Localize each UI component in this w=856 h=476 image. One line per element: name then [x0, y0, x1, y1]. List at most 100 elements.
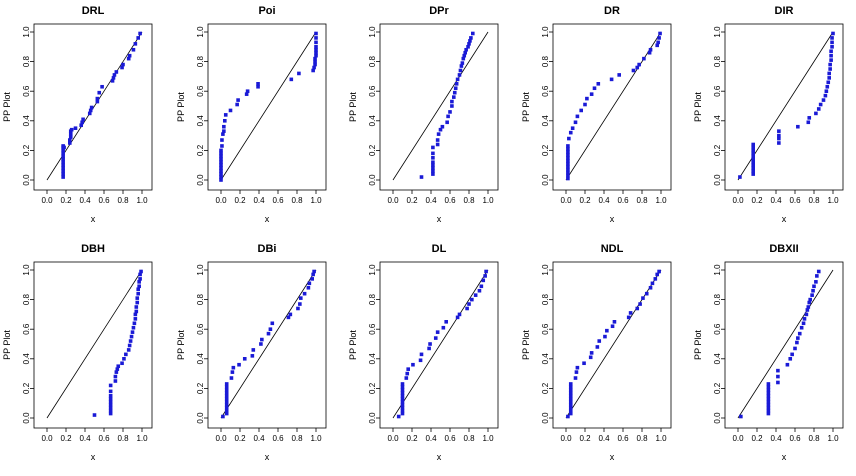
data-point — [473, 293, 478, 297]
data-point — [751, 163, 755, 167]
y-tick-label: 0.2 — [713, 144, 722, 156]
x-tick-label: 0.4 — [598, 196, 610, 205]
data-point — [766, 391, 771, 395]
data-point — [751, 157, 755, 162]
data-point — [400, 382, 405, 386]
x-axis-label: x — [265, 214, 270, 224]
y-tick-label: 0.4 — [713, 353, 722, 365]
data-point — [61, 166, 65, 170]
data-point — [224, 396, 229, 401]
data-point — [766, 405, 771, 410]
data-point — [566, 176, 570, 181]
data-point — [435, 138, 440, 142]
data-point — [427, 346, 431, 351]
data-point — [483, 274, 487, 278]
data-point — [751, 145, 755, 150]
data-point — [259, 342, 263, 346]
x-tick-label: 0.0 — [215, 434, 227, 443]
x-tick-label: 0.4 — [79, 434, 91, 443]
data-point — [597, 339, 602, 343]
data-point — [751, 160, 755, 165]
y-axis-label: PP Plot — [693, 330, 703, 360]
data-point — [479, 284, 484, 289]
data-point — [806, 120, 811, 125]
y-axis-label: PP Plot — [348, 92, 358, 122]
x-tick-label: 0.6 — [98, 434, 110, 443]
data-point — [312, 269, 316, 274]
y-tick-label: 0.6 — [196, 323, 205, 335]
y-tick-label: 0.2 — [541, 382, 550, 394]
data-point — [135, 300, 140, 305]
data-point — [110, 79, 115, 83]
data-point — [224, 405, 229, 410]
data-point — [314, 50, 318, 55]
data-point — [566, 144, 570, 148]
data-point — [126, 348, 131, 352]
y-tick-label: 1.0 — [541, 26, 550, 38]
data-point — [650, 281, 655, 286]
y-tick-label: 0.6 — [713, 85, 722, 97]
plot-frame — [207, 23, 327, 191]
data-point — [431, 163, 435, 167]
data-point — [116, 364, 121, 368]
data-point — [235, 102, 239, 107]
data-point — [575, 365, 580, 370]
x-tick-label: 0.6 — [789, 434, 801, 443]
data-point — [312, 65, 316, 70]
x-tick-label: 0.4 — [770, 196, 782, 205]
data-point — [831, 31, 835, 36]
data-point — [658, 31, 662, 36]
panel-title: NDL — [601, 243, 624, 255]
y-tick-label: 0.4 — [541, 115, 550, 127]
x-tick-label: 1.0 — [827, 196, 839, 205]
data-point — [68, 135, 73, 139]
data-point — [751, 169, 755, 173]
data-point — [221, 414, 225, 419]
data-point — [825, 84, 830, 89]
data-point — [583, 102, 587, 107]
data-point — [89, 105, 94, 110]
x-tick-label: 0.8 — [636, 434, 648, 443]
y-tick-label: 0.0 — [713, 174, 722, 186]
data-point — [419, 352, 424, 357]
plot-frame — [33, 261, 153, 429]
data-point — [568, 399, 573, 404]
data-point — [603, 334, 607, 339]
data-point — [286, 315, 291, 320]
x-tick-label: 0.4 — [253, 196, 265, 205]
data-point — [68, 138, 72, 142]
reference-line — [220, 31, 317, 181]
reference-line — [392, 269, 489, 419]
y-axis-label: PP Plot — [348, 330, 358, 360]
y-tick-label: 0.0 — [368, 174, 377, 186]
data-point — [400, 391, 405, 395]
data-point — [448, 110, 452, 114]
data-point — [111, 76, 116, 80]
data-point — [396, 414, 401, 419]
x-tick-label: 0.4 — [253, 434, 265, 443]
data-point — [824, 89, 829, 93]
x-tick-label: 0.0 — [732, 434, 744, 443]
data-point — [121, 62, 125, 67]
data-point — [131, 47, 136, 52]
data-point — [450, 104, 454, 108]
y-tick-label: 0.4 — [541, 353, 550, 365]
data-point — [452, 95, 456, 99]
data-point — [467, 42, 471, 46]
data-point — [228, 108, 233, 113]
x-tick-label: 0.8 — [808, 434, 820, 443]
y-axis-label: PP Plot — [693, 92, 703, 122]
reference-line — [737, 269, 834, 419]
x-axis-label: x — [91, 214, 96, 224]
data-point — [224, 391, 229, 395]
data-point — [826, 80, 831, 85]
data-point — [223, 119, 227, 123]
x-tick-label: 0.8 — [291, 434, 303, 443]
y-tick-label: 0.2 — [196, 144, 205, 156]
x-tick-label: 0.2 — [406, 196, 418, 205]
data-point — [113, 379, 118, 383]
data-point — [131, 325, 136, 330]
y-tick-label: 1.0 — [196, 264, 205, 276]
data-point — [120, 361, 124, 366]
data-point — [464, 47, 468, 52]
